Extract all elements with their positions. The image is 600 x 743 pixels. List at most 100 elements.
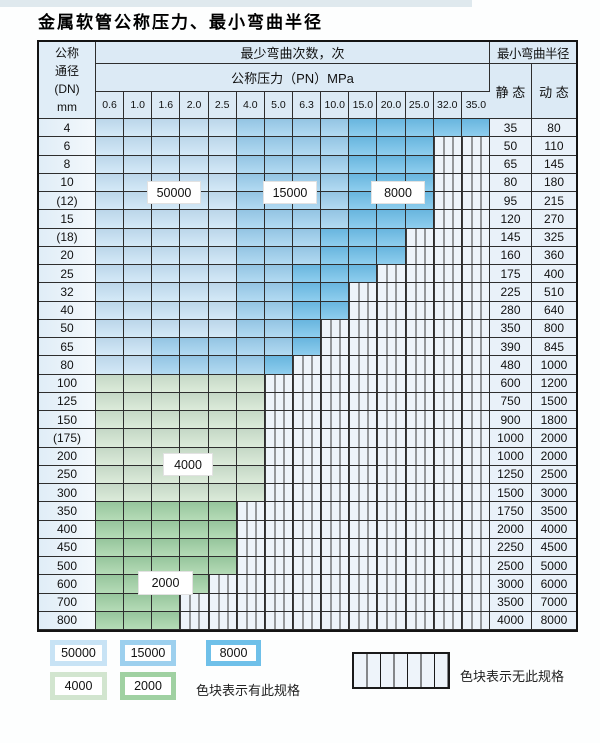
dynamic-value: 360 xyxy=(531,246,576,265)
dynamic-value: 845 xyxy=(531,338,576,357)
spec-cell xyxy=(321,575,350,594)
dynamic-value: 1500 xyxy=(531,392,576,411)
spec-cell xyxy=(405,575,434,594)
spec-cell xyxy=(236,137,265,156)
spec-cell xyxy=(321,210,350,229)
pressure-tick: 6.3 xyxy=(292,92,322,119)
spec-cell xyxy=(208,155,237,174)
spec-cell xyxy=(124,246,153,265)
spec-cell xyxy=(124,155,153,174)
spec-cell xyxy=(124,447,153,466)
corner-line: 公称 xyxy=(54,46,79,60)
spec-cell xyxy=(377,484,406,503)
spec-cell xyxy=(236,338,265,357)
dn-label: 150 xyxy=(39,411,96,430)
spec-cell xyxy=(264,465,293,484)
has-spec-note: 色块表示有此规格 xyxy=(196,683,301,698)
legend-swatch-label: 15000 xyxy=(125,645,171,661)
spec-cell xyxy=(292,319,322,338)
spec-cell xyxy=(377,538,406,557)
static-value: 50 xyxy=(489,137,532,156)
dynamic-value: 4500 xyxy=(531,538,576,557)
static-value: 1000 xyxy=(489,447,532,466)
spec-cell xyxy=(405,137,434,156)
spec-cell xyxy=(96,301,125,320)
spec-cell xyxy=(152,538,181,557)
legend-swatch-label: 2000 xyxy=(125,677,171,695)
dn-label: 20 xyxy=(39,246,96,265)
spec-cell xyxy=(433,611,462,630)
spec-cell xyxy=(349,356,378,375)
spec-cell xyxy=(292,356,322,375)
spec-cell xyxy=(264,374,293,393)
spec-cell xyxy=(433,520,462,539)
spec-cell xyxy=(461,520,490,539)
spec-cell xyxy=(264,137,293,156)
spec-cell xyxy=(461,411,490,430)
spec-cell xyxy=(152,338,181,357)
spec-cell xyxy=(321,301,350,320)
spec-cell xyxy=(96,575,125,594)
static-value: 2500 xyxy=(489,557,532,576)
spec-cell xyxy=(264,447,293,466)
spec-cell xyxy=(96,520,125,539)
spec-cell xyxy=(124,356,153,375)
spec-cell xyxy=(433,593,462,612)
spec-cell xyxy=(405,611,434,630)
spec-cell xyxy=(377,228,406,247)
dn-label: 800 xyxy=(39,611,96,630)
spec-cell xyxy=(152,484,181,503)
spec-cell xyxy=(236,557,265,576)
spec-cell xyxy=(461,155,490,174)
spec-cell xyxy=(152,210,181,229)
spec-cell xyxy=(96,192,125,211)
spec-cell xyxy=(433,283,462,302)
nominal-pressure-header: 公称压力（PN）MPa xyxy=(96,64,490,92)
dn-label: 80 xyxy=(39,356,96,375)
static-header: 静 态 xyxy=(489,64,532,119)
pressure-tick: 10.0 xyxy=(321,92,350,119)
static-value: 900 xyxy=(489,411,532,430)
spec-cell xyxy=(321,228,350,247)
spec-cell xyxy=(292,593,322,612)
spec-cell xyxy=(461,228,490,247)
spec-cell xyxy=(180,520,209,539)
dn-label: 100 xyxy=(39,374,96,393)
spec-cell xyxy=(264,392,293,411)
spec-cell xyxy=(180,155,209,174)
spec-cell xyxy=(124,210,153,229)
spec-cell xyxy=(236,502,265,521)
spec-cell xyxy=(96,502,125,521)
spec-cell xyxy=(236,228,265,247)
spec-cell xyxy=(292,447,322,466)
spec-cell xyxy=(96,265,125,284)
spec-cell xyxy=(152,265,181,284)
pressure-tick: 1.6 xyxy=(152,92,181,119)
dynamic-value: 1200 xyxy=(531,374,576,393)
spec-cell xyxy=(180,319,209,338)
spec-cell xyxy=(152,319,181,338)
corner-line: mm xyxy=(57,100,77,114)
spec-cell xyxy=(208,502,237,521)
spec-cell xyxy=(264,356,293,375)
spec-cell xyxy=(461,283,490,302)
dynamic-value: 1000 xyxy=(531,356,576,375)
spec-cell xyxy=(321,283,350,302)
spec-cell xyxy=(377,575,406,594)
spec-cell xyxy=(461,611,490,630)
spec-cell xyxy=(264,155,293,174)
dn-label: 300 xyxy=(39,484,96,503)
spec-cell xyxy=(461,502,490,521)
spec-cell xyxy=(236,611,265,630)
dn-label: 65 xyxy=(39,338,96,357)
spec-cell xyxy=(208,484,237,503)
dn-label: 25 xyxy=(39,265,96,284)
static-value: 3000 xyxy=(489,575,532,594)
spec-cell xyxy=(264,228,293,247)
spec-cell xyxy=(377,283,406,302)
spec-cell xyxy=(433,465,462,484)
pressure-tick: 2.0 xyxy=(180,92,209,119)
bend-cycles-header: 最少弯曲次数，次 xyxy=(96,42,490,64)
spec-cell xyxy=(264,338,293,357)
spec-cell xyxy=(321,392,350,411)
